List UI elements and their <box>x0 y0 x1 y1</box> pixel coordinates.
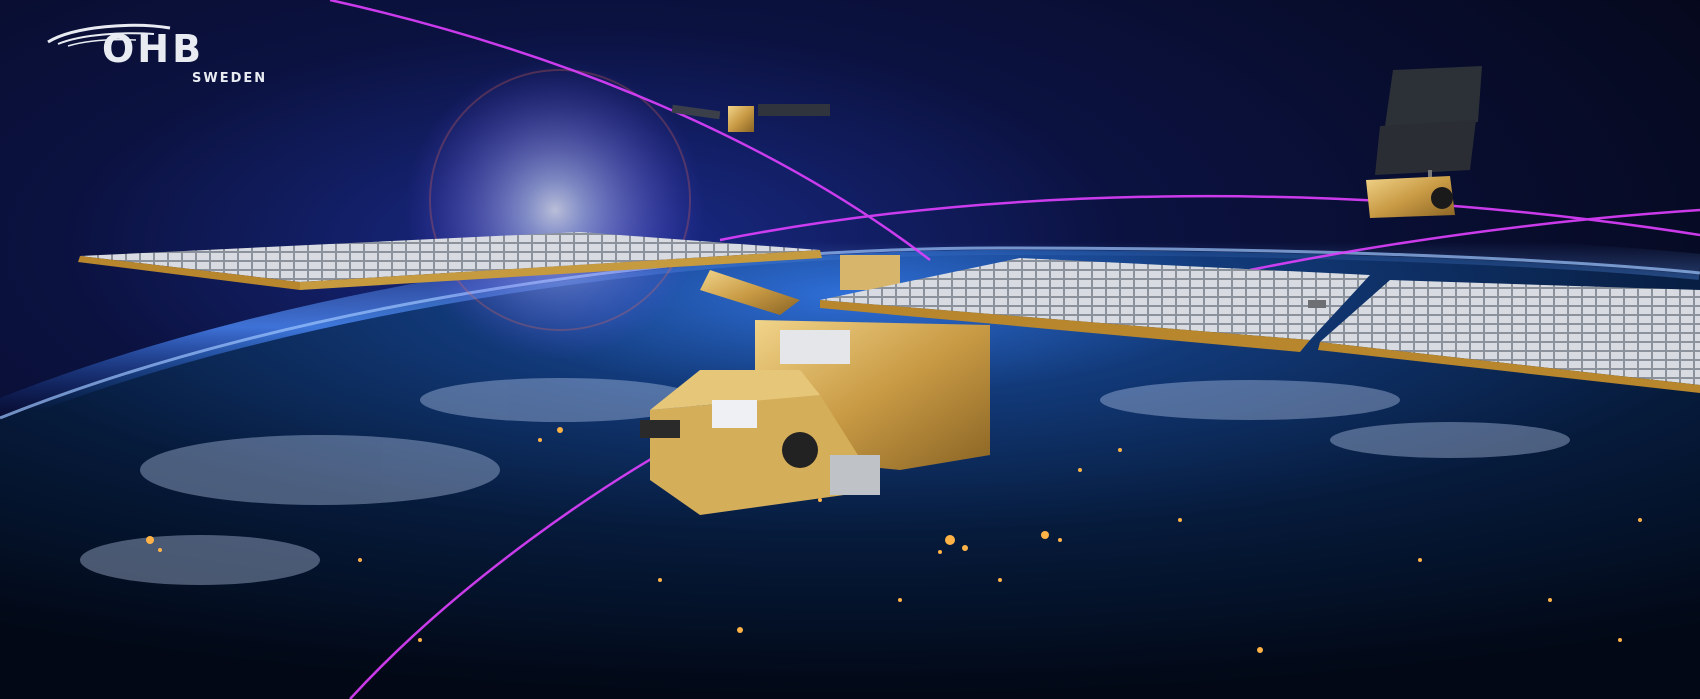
main-satellite-right-panels <box>820 258 1700 393</box>
logo-wordmark: OHB <box>102 27 205 71</box>
distant-satellite-right <box>1366 66 1482 218</box>
distant-satellite-left <box>671 104 830 132</box>
city-lights <box>146 427 1642 653</box>
main-satellite-left-panel <box>78 232 822 290</box>
ohb-sweden-logo: OHB SWEDEN <box>44 22 344 92</box>
orbit-lines <box>329 0 1700 699</box>
logo-swoosh-icon <box>47 23 171 47</box>
main-satellite-body <box>640 255 990 515</box>
logo-subtitle: SWEDEN <box>192 71 268 86</box>
